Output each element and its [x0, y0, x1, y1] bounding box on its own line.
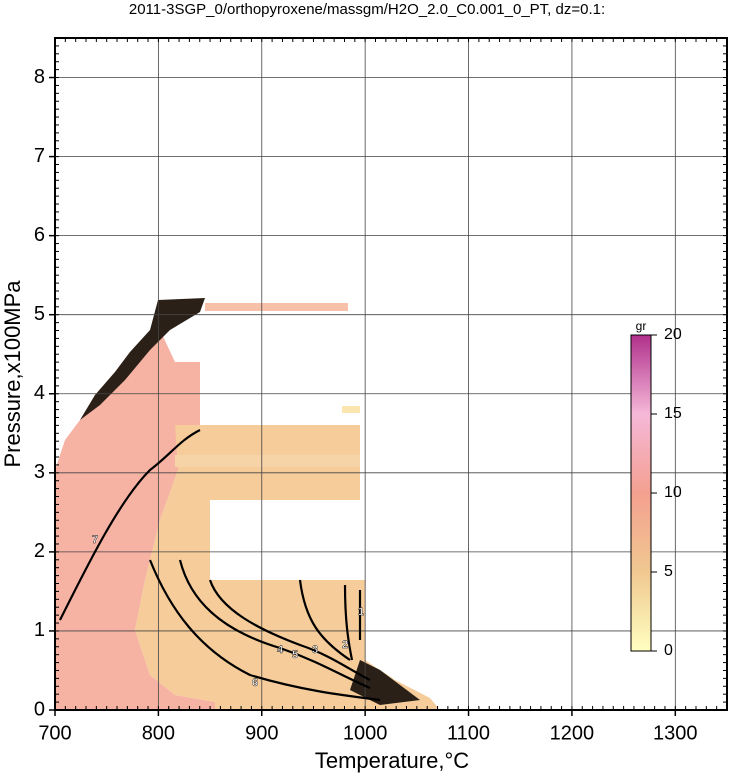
x-axis-label: Temperature,°C	[315, 748, 469, 773]
y-tick-label: 3	[34, 461, 45, 483]
y-tick-label: 7	[34, 145, 45, 167]
y-tick-label: 0	[34, 698, 45, 720]
y-axis-label: Pressure,x100MPa	[0, 280, 25, 468]
y-tick-label: 5	[34, 303, 45, 325]
contour-label: 2	[342, 639, 348, 651]
colorbar-ticks: 0 5 10 15 20	[651, 326, 682, 659]
contour-label: 7	[92, 534, 98, 546]
colorbar-tick-label: 15	[664, 405, 682, 422]
region-edge	[80, 298, 205, 420]
x-tick-label: 1100	[447, 722, 490, 744]
y-tick-label: 2	[34, 540, 45, 562]
contour-line	[343, 584, 354, 661]
colorbar-label: gr	[636, 319, 647, 333]
contours: 7 6 54 3 2 1	[59, 429, 381, 702]
x-tick-label: 700	[38, 722, 71, 744]
x-tick-label: 1200	[550, 722, 595, 744]
x-tick-label: 900	[245, 722, 278, 744]
contour-label: 4	[277, 644, 284, 656]
colorbar	[630, 334, 652, 652]
contour-label: 6	[252, 677, 258, 689]
contour-line	[208, 579, 371, 681]
contour-label: 5	[292, 649, 298, 661]
region-mid	[135, 425, 440, 710]
x-tick-label: 800	[142, 722, 175, 744]
y-tick-label: 6	[34, 224, 45, 246]
region-edge	[350, 660, 420, 705]
contour-line	[178, 559, 371, 690]
colorbar-tick-label: 0	[664, 642, 673, 659]
strip	[205, 303, 348, 311]
colorbar-tick-label: 10	[664, 484, 682, 501]
contour-label: 3	[312, 644, 318, 656]
x-tick-label: 1000	[343, 722, 388, 744]
contour-label: 1	[358, 606, 364, 618]
contour-line	[148, 559, 381, 702]
contour-line	[59, 429, 201, 621]
colorbar-tick-label: 20	[664, 326, 682, 343]
strip	[342, 406, 360, 413]
y-tick-label: 1	[34, 619, 45, 641]
colorbar-tick-label: 5	[664, 563, 673, 580]
band	[175, 455, 360, 467]
y-tick-label: 4	[34, 382, 45, 404]
plot-frame	[54, 37, 728, 711]
contour-line	[298, 579, 351, 661]
y-tick-label: 8	[34, 66, 45, 88]
x-tick-label: 1300	[653, 722, 698, 744]
chart-title: 2011-3SGP_0/orthopyroxene/massgm/H2O_2.0…	[129, 1, 605, 18]
field	[55, 298, 440, 710]
